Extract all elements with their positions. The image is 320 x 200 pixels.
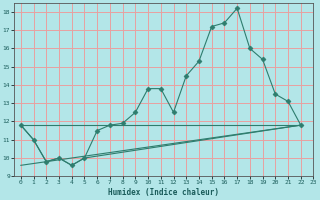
X-axis label: Humidex (Indice chaleur): Humidex (Indice chaleur) — [108, 188, 220, 197]
